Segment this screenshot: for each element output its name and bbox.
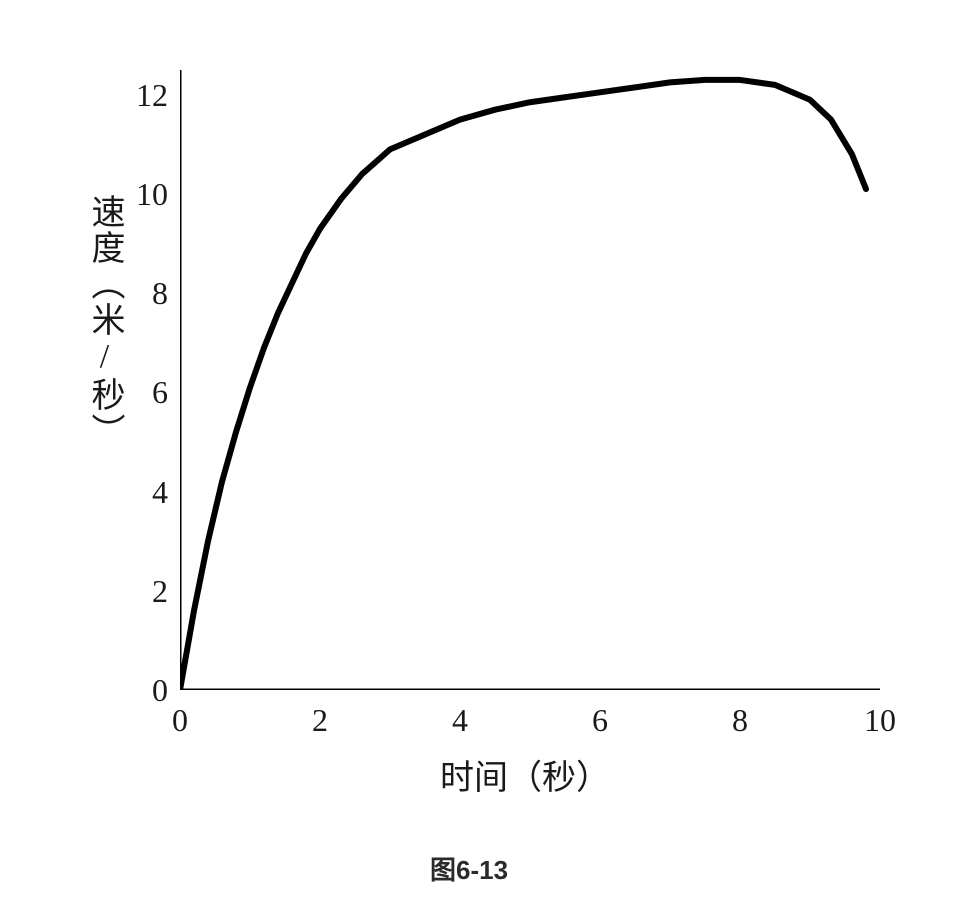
- x-tick-label: 8: [720, 704, 760, 736]
- x-tick-label: 0: [160, 704, 200, 736]
- velocity-time-chart: 024681012 0246810 速度（米/秒） 时间（秒）: [40, 20, 920, 820]
- x-tick-label: 2: [300, 704, 340, 736]
- x-axis-label: 时间（秒）: [440, 750, 610, 799]
- y-tick-label: 2: [118, 575, 168, 607]
- y-tick-label: 12: [118, 79, 168, 111]
- y-tick-label: 0: [118, 674, 168, 706]
- y-tick-label: 4: [118, 476, 168, 508]
- x-tick-label: 10: [860, 704, 900, 736]
- x-tick-label: 4: [440, 704, 480, 736]
- velocity-curve: [180, 80, 866, 690]
- x-tick-label: 6: [580, 704, 620, 736]
- plot-area: [180, 70, 880, 690]
- chart-svg: [180, 70, 880, 690]
- y-axis-label: 速度（米/秒）: [80, 194, 129, 449]
- figure-caption: 图6-13: [430, 850, 508, 887]
